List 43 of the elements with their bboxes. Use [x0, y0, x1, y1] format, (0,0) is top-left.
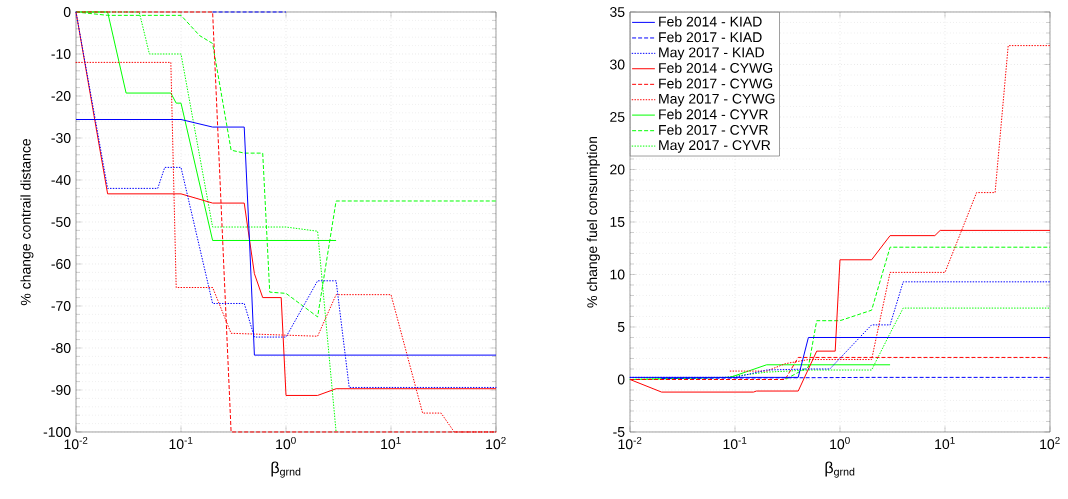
x-tick-label: 10$^{0}$: [276, 436, 296, 450]
y-tick-label: 30: [610, 59, 625, 70]
y-tick-label: -30: [51, 133, 71, 143]
y-tick-label: -90: [51, 385, 71, 395]
x-tick-label: 10$^{1}$: [935, 436, 955, 450]
y-tick-label: -60: [51, 259, 71, 269]
y-tick-label: -10: [51, 49, 71, 59]
y-tick-label: 5: [617, 322, 625, 332]
x-tick-label: 10$^{-2}$: [618, 436, 642, 450]
legend-label: Feb 2014 - KIAD: [659, 16, 762, 27]
legend-label: Feb 2014 - CYWG: [659, 62, 773, 73]
y-tick-label: 10: [610, 269, 625, 280]
y-tick-label: -70: [51, 301, 71, 311]
y-tick-label: 25: [610, 112, 625, 122]
x-axis-title: β$_{grnd}$: [825, 461, 855, 478]
y-tick-label: -20: [51, 91, 71, 101]
legend-label: May 2017 - KIAD: [659, 47, 764, 61]
y-tick-label: -40: [51, 175, 71, 185]
y-tick-label: -5: [613, 427, 625, 437]
legend-label: Feb 2017 - CYWG: [659, 78, 773, 89]
y-tick-label: 20: [610, 164, 625, 175]
x-tick-label: 10$^{-1}$: [169, 436, 193, 450]
x-axis-title: β$_{grnd}$: [271, 461, 301, 478]
y-axis-title: % change fuel consumption: [586, 136, 600, 308]
x-tick-label: 10$^{2}$: [486, 436, 506, 450]
y-tick-label: -100: [43, 427, 71, 437]
legend-label: May 2017 - CYWG: [659, 93, 775, 107]
legend-label: Feb 2017 - KIAD: [659, 31, 762, 43]
legend-label: Feb 2017 - CYVR: [659, 124, 768, 135]
y-tick-label: -80: [51, 343, 71, 353]
y-tick-label: 0: [63, 7, 71, 17]
y-tick-label: -50: [51, 217, 71, 227]
x-tick-label: 10$^{1}$: [381, 436, 401, 450]
y-axis-title: % change contrail distance: [20, 139, 34, 306]
legend-label: Feb 2014 - CYVR: [659, 108, 768, 120]
y-tick-label: 35: [610, 7, 625, 17]
x-tick-label: 10$^{-1}$: [723, 436, 747, 450]
x-tick-label: 10$^{2}$: [1040, 436, 1060, 450]
y-tick-label: 0: [617, 374, 625, 385]
legend-label: May 2017 - CYVR: [659, 140, 771, 153]
x-tick-label: 10$^{0}$: [830, 436, 850, 450]
y-tick-label: 15: [610, 217, 625, 227]
x-tick-label: 10$^{-2}$: [64, 436, 88, 450]
